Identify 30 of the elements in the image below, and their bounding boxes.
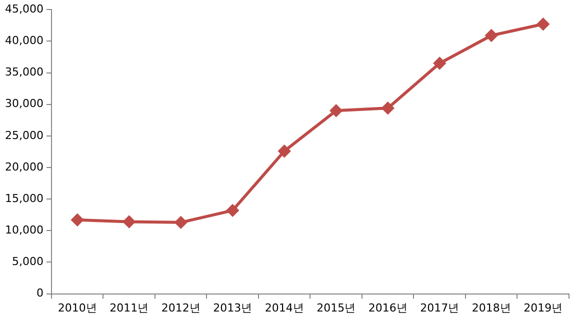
y-tick-label: 0 xyxy=(36,286,44,300)
y-tick-label: 40,000 xyxy=(4,34,44,48)
x-tick-label: 2014년 xyxy=(264,301,304,314)
point xyxy=(123,216,136,228)
x-tick-label: 2012년 xyxy=(161,301,200,314)
point xyxy=(485,29,498,42)
point xyxy=(278,145,290,158)
y-tick-label: 15,000 xyxy=(4,192,44,205)
x-tick-label: 2015년 xyxy=(316,301,356,314)
y-tick-label: 30,000 xyxy=(4,97,44,110)
point xyxy=(226,204,239,216)
x-tick-label: 2019년 xyxy=(524,301,563,314)
point xyxy=(174,216,187,228)
point xyxy=(330,104,342,117)
x-tick-label: 2016년 xyxy=(368,301,408,314)
y-tick-label: 45,000 xyxy=(4,2,44,16)
point xyxy=(71,214,84,226)
x-tick-label: 2013년 xyxy=(213,301,252,314)
point xyxy=(434,57,446,70)
y-tick-label: 5,000 xyxy=(12,255,44,268)
y-tick-label: 25,000 xyxy=(4,128,44,142)
x-tick-label: 2011년 xyxy=(110,301,149,314)
y-tick-label: 20,000 xyxy=(4,160,44,174)
x-tick-label: 2017년 xyxy=(420,301,460,314)
y-tick-label: 35,000 xyxy=(4,66,44,79)
point xyxy=(537,18,550,30)
point xyxy=(382,102,394,114)
x-tick-label: 2010년 xyxy=(58,301,97,314)
x-tick-label: 2018년 xyxy=(472,301,511,314)
y-tick-label: 10,000 xyxy=(4,224,44,237)
